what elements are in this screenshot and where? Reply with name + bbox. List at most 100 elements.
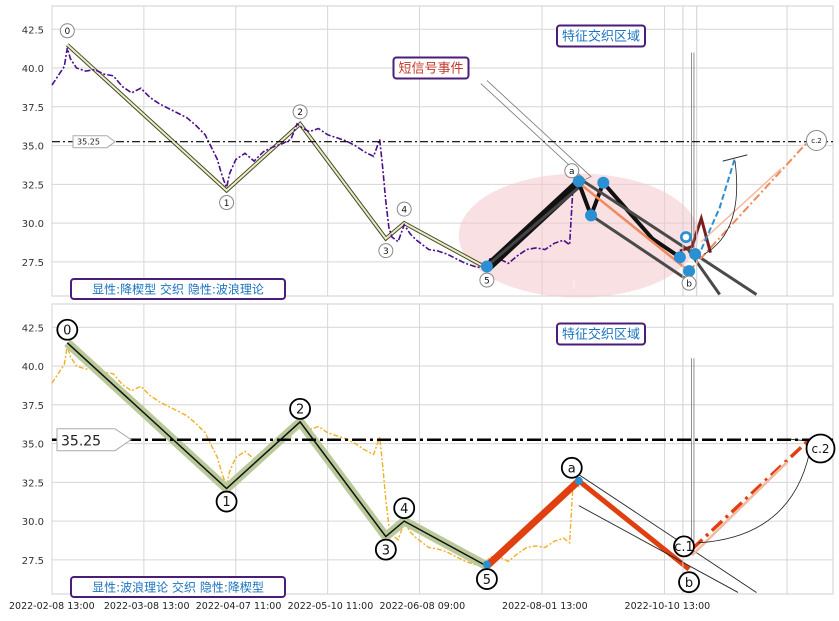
wave-line [66, 342, 488, 567]
wave-point-marker [289, 397, 311, 420]
wave-point-label: 0 [63, 323, 71, 338]
blue-forecast [700, 157, 736, 250]
wave-5a [484, 478, 582, 569]
bottom-grid [51, 304, 833, 594]
signal-point [597, 176, 610, 189]
signal-point [585, 209, 598, 222]
wave-point-marker [805, 433, 836, 464]
wave-point-label: 2 [296, 403, 304, 418]
wave-point-label: a [569, 167, 575, 177]
x-tick-label: 2022-06-08 09:00 [380, 601, 466, 612]
signal-point [689, 248, 702, 261]
short-signal-pointer [480, 80, 592, 181]
y-tick-label: 30.0 [22, 219, 44, 230]
y-tick-label: 37.5 [22, 103, 44, 114]
bottom-panel: 27.5 30.0 32.5 35.0 37.5 40.0 42.5 0 1 2 3 4 5 a c.1 b… [9, 303, 836, 612]
forecast-thin [691, 461, 788, 557]
forecast-cap [722, 154, 748, 162]
bottom-plot-frame [51, 303, 834, 595]
x-axis: 2022-02-08 13:00 2022-03-08 13:00 2022-04-… [9, 601, 710, 612]
annotation-box [70, 278, 286, 300]
wedge-upper-line [577, 176, 758, 296]
signal-point [482, 560, 491, 569]
wave-point-marker [56, 318, 79, 341]
bottom-y-axis: 27.5 30.0 32.5 35.0 37.5 40.0 42.5 [22, 323, 44, 567]
top-y-axis: 27.5 30.0 32.5 35.0 37.5 40.0 42.5 [22, 25, 44, 269]
signal-point [673, 251, 686, 264]
x-tick-label: 2022-02-08 13:00 [9, 601, 95, 612]
y-tick-label: 40.0 [22, 64, 44, 75]
x-tick-label: 2022-05-10 11:00 [288, 601, 374, 612]
annotation-box [392, 56, 470, 80]
reference-label: 35.25 [61, 434, 101, 450]
wave-point-label: 1 [222, 495, 230, 510]
orange-bc-thin [700, 168, 782, 243]
reference-arrow [72, 135, 116, 149]
x-tick-label: 2022-04-07 11:00 [196, 601, 282, 612]
wave-point-marker [396, 201, 412, 217]
wave-point-label: 3 [382, 543, 390, 558]
wave-point-label: c.2 [811, 137, 822, 145]
y-tick-label: 37.5 [22, 401, 44, 412]
wave-point-label: c.2 [811, 442, 829, 456]
y-tick-label: 35.0 [22, 440, 44, 451]
top-wave-labels: 0 1 2 3 4 5 a b c.2 [59, 23, 827, 291]
reference-arrow [56, 428, 132, 452]
interweave-zone [458, 173, 699, 298]
signal-point-ring [681, 232, 691, 242]
orange-ab-line [578, 181, 690, 273]
y-tick-label: 27.5 [22, 258, 44, 269]
wave-point-label: 2 [297, 108, 303, 118]
wedge-lower-line [578, 505, 739, 593]
wave-point-marker [805, 129, 827, 151]
bottom-series [51, 304, 833, 594]
signal-point [480, 260, 493, 273]
wedge-upper-line [578, 474, 757, 593]
y-tick-label: 42.5 [22, 25, 44, 36]
top-panel: 27.5 30.0 32.5 35.0 37.5 40.0 42.5 | 0 1 2 3 4 5 a b c… [22, 5, 834, 300]
wave-point-label: 5 [484, 276, 490, 286]
price-series [51, 47, 580, 269]
reference-label: 35.25 [77, 138, 100, 147]
wave-point-marker [374, 538, 397, 561]
top-grid [51, 6, 833, 296]
wave-point-label: 0 [64, 27, 70, 37]
wave-point-label: b [685, 576, 693, 591]
annotation-text: 显性:降楔型 交织 隐性:波浪理论 [92, 281, 264, 296]
ellipse-tick: | [573, 280, 576, 289]
annotation-box [70, 576, 286, 598]
annotation-box [556, 322, 646, 346]
signal-point [574, 476, 583, 485]
top-series: | [51, 6, 833, 296]
wave-point-marker [378, 243, 394, 259]
wave-point-marker [219, 195, 235, 211]
wave-point-label: 1 [224, 199, 230, 209]
wave-point-marker [560, 456, 583, 479]
signal-point [683, 265, 696, 278]
annotation-text: 特征交织区域 [562, 327, 640, 343]
wave-point-label: a [568, 461, 576, 476]
x-tick-label: 2022-03-08 13:00 [104, 601, 190, 612]
wave-point-marker [678, 571, 700, 594]
wave-point-marker [673, 535, 695, 558]
y-tick-label: 42.5 [22, 323, 44, 334]
y-tick-label: 30.0 [22, 517, 44, 528]
wave-point-label: 3 [383, 247, 389, 257]
y-tick-label: 32.5 [22, 478, 44, 489]
forecast-arc [704, 161, 738, 255]
y-tick-label: 35.0 [22, 142, 44, 153]
y-tick-label: 27.5 [22, 556, 44, 567]
wave-point-label: 4 [401, 205, 407, 215]
wave-line-inner [66, 44, 488, 269]
wave-point-label: 5 [483, 573, 491, 588]
forecast-arc [698, 441, 812, 544]
wave-point-marker [681, 275, 697, 291]
annotation-text: 显性:波浪理论 交织 隐性:降楔型 [92, 579, 264, 594]
wave-point-label: 4 [400, 502, 408, 517]
bottom-wave-labels: 0 1 2 3 4 5 a c.1 b c.2 [56, 318, 836, 594]
x-tick-label: 2022-08-01 13:00 [502, 601, 588, 612]
